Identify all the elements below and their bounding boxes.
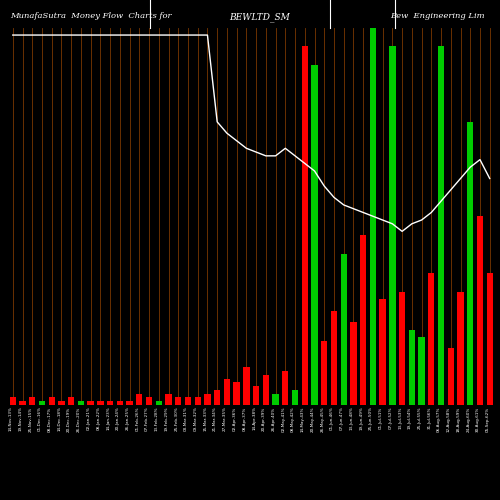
Bar (224, 378, 230, 405)
Bar (448, 348, 454, 405)
Bar (10, 398, 16, 405)
Bar (399, 292, 406, 405)
Bar (58, 401, 64, 405)
Bar (48, 398, 55, 405)
Bar (88, 401, 94, 405)
Bar (321, 341, 328, 405)
Bar (418, 337, 424, 405)
Bar (194, 398, 201, 405)
Bar (370, 28, 376, 405)
Bar (253, 386, 260, 405)
Bar (272, 394, 278, 405)
Bar (126, 401, 132, 405)
Bar (214, 390, 220, 405)
Bar (146, 398, 152, 405)
Bar (340, 254, 347, 405)
Bar (97, 401, 103, 405)
Bar (302, 46, 308, 405)
Bar (292, 390, 298, 405)
Bar (39, 401, 45, 405)
Bar (408, 330, 415, 405)
Bar (78, 401, 84, 405)
Bar (262, 375, 269, 405)
Bar (68, 398, 74, 405)
Bar (360, 235, 366, 405)
Bar (477, 216, 483, 405)
Bar (380, 300, 386, 405)
Bar (20, 401, 26, 405)
Bar (204, 394, 210, 405)
Bar (156, 401, 162, 405)
Bar (175, 398, 182, 405)
Text: MunafaSutra  Money Flow  Charts for: MunafaSutra Money Flow Charts for (10, 12, 172, 20)
Bar (331, 310, 337, 405)
Bar (116, 401, 123, 405)
Text: Bew  Engineering Lim: Bew Engineering Lim (390, 12, 485, 20)
Bar (136, 394, 142, 405)
Bar (282, 371, 288, 405)
Text: BEWLTD_SM: BEWLTD_SM (230, 12, 290, 22)
Bar (185, 398, 191, 405)
Bar (486, 273, 493, 405)
Bar (107, 401, 114, 405)
Bar (428, 273, 434, 405)
Bar (29, 398, 35, 405)
Bar (312, 65, 318, 405)
Bar (438, 46, 444, 405)
Bar (243, 367, 250, 405)
Bar (458, 292, 464, 405)
Bar (166, 394, 172, 405)
Bar (467, 122, 473, 405)
Bar (234, 382, 240, 405)
Bar (389, 46, 396, 405)
Bar (350, 322, 356, 405)
